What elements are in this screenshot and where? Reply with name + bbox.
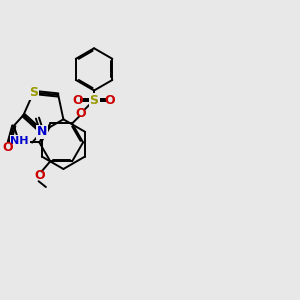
Text: S: S [29,86,38,99]
Text: O: O [76,107,86,120]
Text: O: O [3,141,13,154]
Text: O: O [35,169,45,182]
Text: O: O [105,94,116,106]
Text: NH: NH [11,136,29,146]
Text: O: O [73,94,83,106]
Text: N: N [37,125,47,138]
Text: S: S [90,94,99,106]
